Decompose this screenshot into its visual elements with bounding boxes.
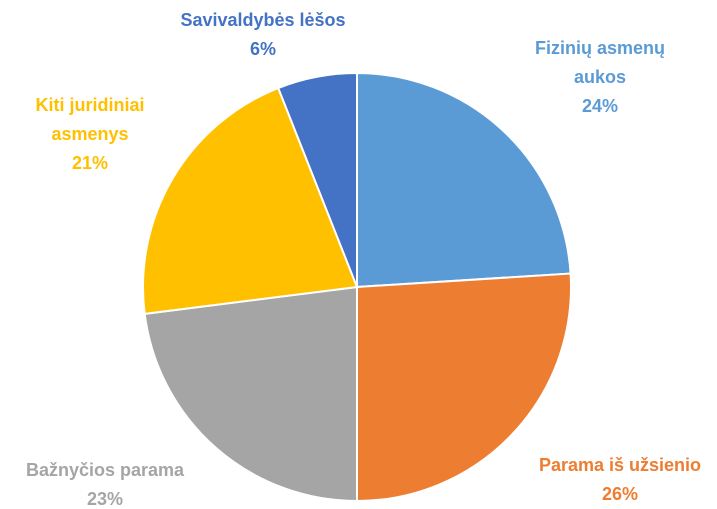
slice-label: Savivaldybės lėšos 6%	[163, 6, 363, 64]
value-label: 23%	[86, 489, 124, 509]
pie-slice	[143, 285, 358, 503]
value-label: 6%	[249, 39, 276, 59]
category-name: Kiti juridiniai asmenys	[35, 95, 145, 144]
category-name: Bažnyčios parama	[25, 460, 185, 480]
value-label: 26%	[601, 484, 639, 504]
slice-label: Bažnyčios parama 23%	[5, 456, 205, 509]
pie-slice	[356, 272, 572, 503]
category-name: Fizinių asmenų aukos	[534, 38, 666, 87]
value-label: 21%	[71, 153, 109, 173]
category-name: Parama iš užsienio	[538, 455, 702, 475]
slice-label: Kiti juridiniai asmenys 21%	[10, 91, 170, 178]
pie-slice	[356, 71, 572, 289]
slice-label: Parama iš užsienio 26%	[520, 451, 717, 509]
category-name: Savivaldybės lėšos	[180, 10, 346, 30]
value-label: 24%	[581, 96, 619, 116]
pie-slice	[276, 71, 358, 288]
slice-label: Fizinių asmenų aukos 24%	[515, 34, 685, 121]
pie-slice	[142, 86, 359, 315]
